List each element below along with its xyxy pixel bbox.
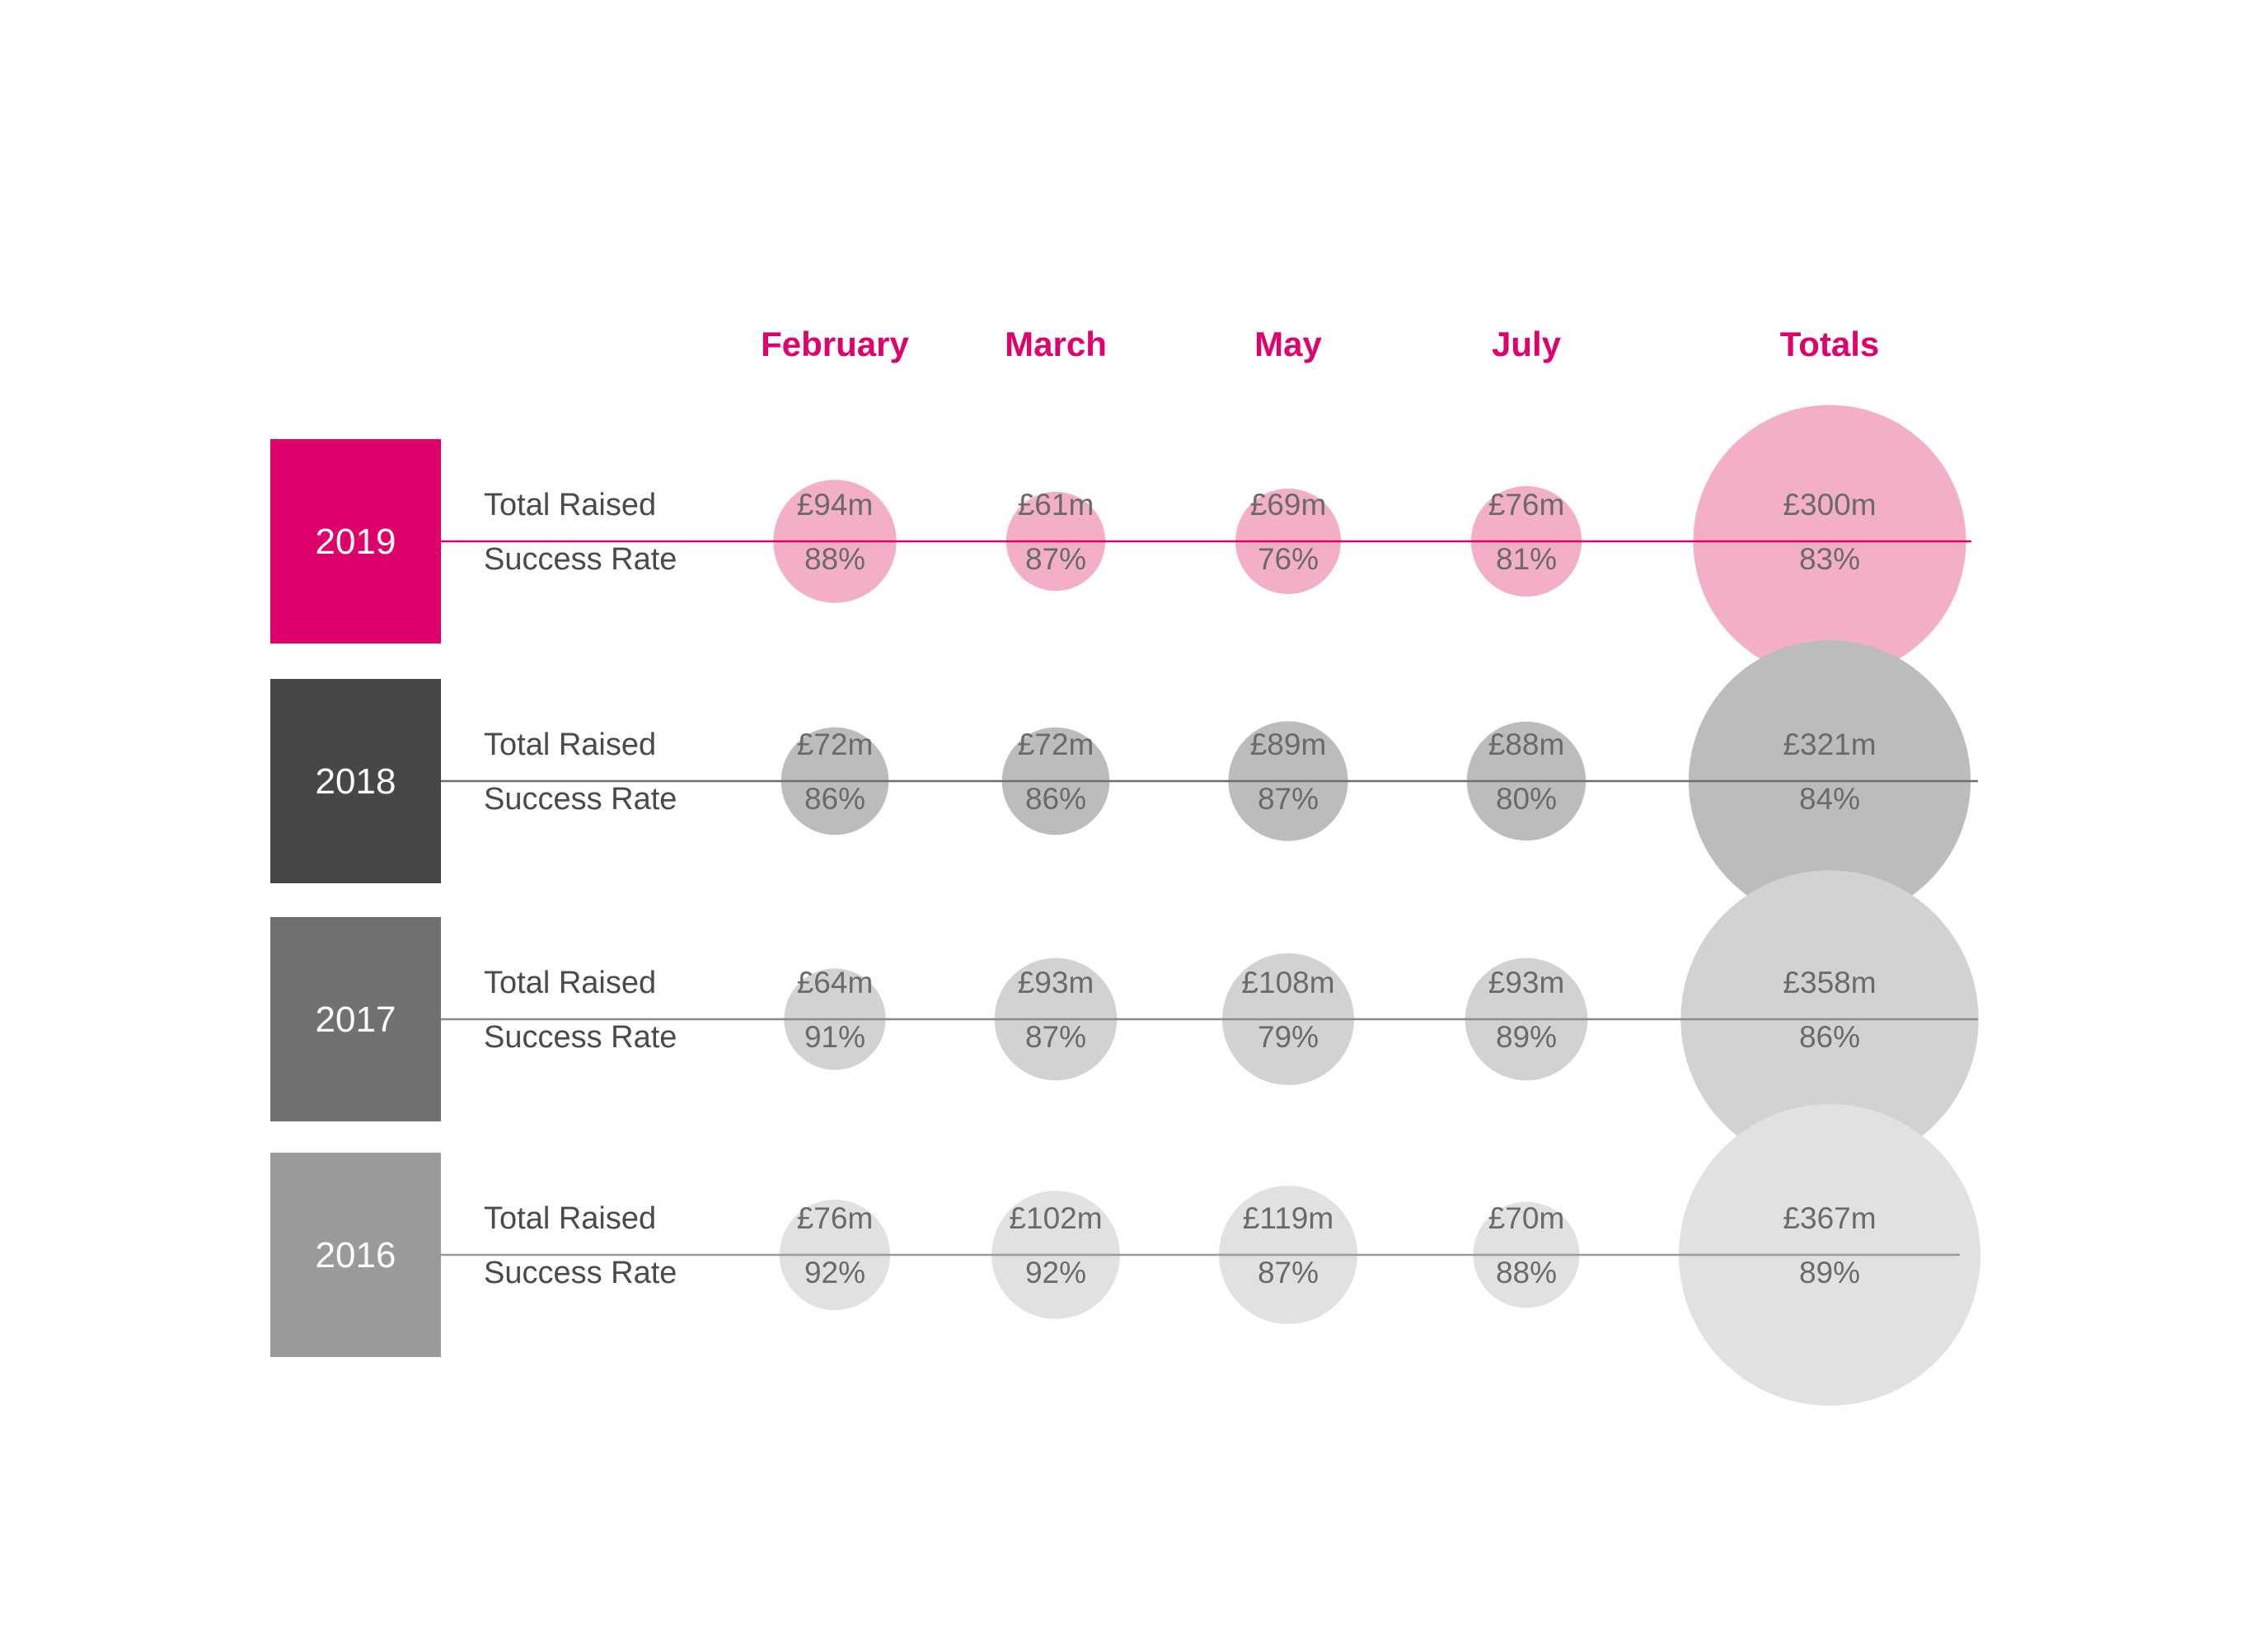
success-rate-value: 86% (804, 782, 865, 816)
year-label-2016: 2016 (316, 1235, 396, 1275)
success-rate-value: 87% (1025, 542, 1086, 576)
bubble-values: £94m 88% £61m 87% £69m 76% £76m 81% £300m 83% £72m… (797, 488, 1877, 1289)
total-raised-value: £321m (1783, 728, 1876, 761)
column-header-february: February (761, 325, 909, 363)
row-label-total-raised: Total Raised (484, 728, 656, 762)
total-raised-value: £300m (1783, 488, 1876, 522)
success-rate-value: 79% (1258, 1020, 1319, 1054)
row-label-success-rate: Success Rate (484, 782, 677, 817)
year-label-2019: 2019 (316, 522, 396, 562)
row-label-total-raised: Total Raised (484, 966, 656, 1000)
total-raised-value: £69m (1250, 488, 1327, 522)
success-rate-value: 87% (1025, 1020, 1086, 1054)
success-rate-value: 88% (804, 542, 865, 576)
success-rate-value: 84% (1799, 782, 1860, 816)
total-raised-value: £93m (1488, 966, 1565, 999)
row-labels: 2019 Total Raised Success Rate 2018 Total Ra… (270, 439, 677, 1357)
total-raised-value: £72m (1018, 728, 1094, 761)
column-headers: February March May July Totals (761, 325, 1879, 363)
success-rate-value: 86% (1799, 1020, 1860, 1054)
success-rate-value: 86% (1025, 782, 1086, 816)
year-box-2017 (270, 917, 441, 1121)
success-rate-value: 80% (1496, 782, 1557, 816)
success-rate-value: 88% (1496, 1256, 1557, 1289)
row-label-total-raised: Total Raised (484, 488, 656, 522)
row-label-total-raised: Total Raised (484, 1201, 656, 1236)
total-raised-value: £367m (1783, 1201, 1876, 1235)
row-label-success-rate: Success Rate (484, 1256, 677, 1290)
total-raised-value: £108m (1241, 966, 1334, 999)
year-label-2018: 2018 (316, 761, 396, 802)
success-rate-value: 92% (804, 1256, 865, 1289)
row-lines (441, 540, 1978, 1257)
row-label-success-rate: Success Rate (484, 542, 677, 577)
column-header-may: May (1254, 325, 1322, 363)
success-rate-value: 87% (1258, 782, 1319, 816)
column-header-july: July (1492, 325, 1562, 363)
total-raised-value: £76m (797, 1201, 874, 1235)
success-rate-value: 76% (1258, 542, 1319, 576)
total-raised-value: £88m (1488, 728, 1565, 761)
total-raised-value: £76m (1488, 488, 1565, 522)
success-rate-value: 89% (1496, 1020, 1557, 1054)
success-rate-value: 89% (1799, 1256, 1860, 1289)
column-header-totals: Totals (1780, 325, 1880, 363)
total-raised-value: £72m (797, 728, 874, 761)
total-raised-value: £61m (1018, 488, 1094, 522)
success-rate-value: 87% (1258, 1256, 1319, 1289)
total-raised-value: £119m (1243, 1201, 1333, 1235)
total-raised-value: £94m (797, 488, 874, 522)
total-raised-value: £358m (1783, 966, 1876, 999)
total-raised-value: £89m (1250, 728, 1327, 761)
total-raised-value: £93m (1018, 966, 1094, 999)
total-raised-value: £102m (1009, 1201, 1102, 1235)
total-raised-value: £64m (797, 966, 874, 999)
row-label-success-rate: Success Rate (484, 1020, 677, 1055)
success-rate-value: 91% (804, 1020, 865, 1054)
success-rate-value: 81% (1496, 542, 1557, 576)
success-rate-value: 83% (1799, 542, 1860, 576)
year-box-2016 (270, 1153, 441, 1357)
column-header-march: March (1005, 325, 1107, 363)
success-rate-value: 92% (1025, 1256, 1086, 1289)
year-box-2019 (270, 439, 441, 643)
year-label-2017: 2017 (316, 999, 396, 1040)
year-box-2018 (270, 679, 441, 883)
total-raised-value: £70m (1488, 1201, 1565, 1235)
